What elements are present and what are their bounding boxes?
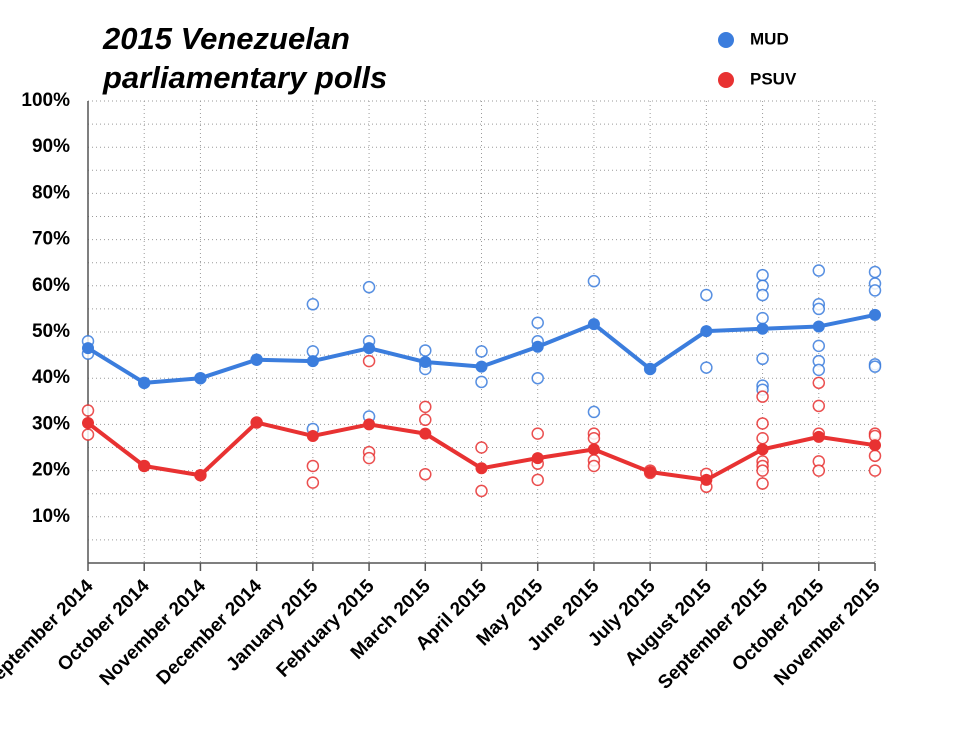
y-tick-label: 30% (32, 413, 70, 434)
poll-point (812, 264, 826, 277)
trend-point (306, 355, 319, 368)
poll-point (756, 417, 769, 430)
trend-point (194, 372, 207, 385)
x-tick-label: February 2015 (273, 575, 379, 681)
trend-point (587, 318, 600, 331)
trend-point (138, 459, 151, 472)
trend-point (869, 439, 881, 452)
y-tick-label: 100% (21, 90, 70, 111)
poll-point (812, 339, 826, 353)
chart-title: 2015 Venezuelan (102, 21, 350, 56)
poll-point (756, 464, 769, 477)
trend-point (419, 356, 432, 369)
poll-point (812, 464, 826, 477)
poll-point (419, 344, 432, 357)
poll-point (419, 413, 432, 427)
trend-point (363, 418, 376, 431)
legend-marker (718, 32, 734, 48)
trend-point (250, 416, 263, 429)
poll-point (81, 404, 95, 417)
trend-point (812, 430, 825, 443)
trend-point (138, 376, 151, 389)
trend-point (250, 353, 263, 366)
y-tick-label: 60% (32, 275, 70, 296)
poll-point (306, 298, 320, 311)
trend-point (756, 443, 769, 456)
poll-point (531, 316, 544, 330)
poll-point (868, 360, 882, 373)
poll-point (362, 280, 376, 294)
poll-point (306, 476, 320, 489)
poll-point (756, 477, 769, 490)
poll-point (868, 284, 882, 297)
trend-point (700, 325, 713, 338)
poll-point (812, 302, 826, 316)
poll-point (868, 265, 882, 279)
x-tick-label: December 2014 (153, 575, 267, 689)
trend-point (194, 469, 207, 482)
trend-point (531, 340, 544, 353)
trend-point (700, 473, 713, 486)
poll-point (419, 400, 432, 414)
poll-point (756, 390, 769, 403)
trend-point (756, 322, 769, 335)
poll-point (475, 484, 488, 498)
poll-point (756, 311, 769, 325)
x-tick-label: November 2015 (770, 575, 884, 689)
poll-point (756, 268, 769, 282)
chart-title: parliamentary polls (102, 60, 387, 95)
poll-point (531, 473, 544, 487)
poll-point (812, 399, 826, 413)
poll-point (81, 428, 95, 441)
trend-point (363, 342, 376, 355)
trend-point (82, 342, 94, 355)
poll-point (587, 459, 601, 473)
trend-point (869, 308, 881, 321)
trend-point (475, 360, 488, 373)
poll-point (587, 274, 601, 288)
trend-point (419, 427, 432, 440)
poll-point (306, 459, 320, 473)
poll-point (475, 441, 488, 454)
y-tick-label: 40% (32, 367, 70, 388)
poll-point (812, 363, 826, 377)
poll-point (868, 449, 882, 463)
poll-point (756, 352, 769, 366)
poll-point (756, 288, 769, 302)
trend-point (475, 462, 488, 475)
legend-marker (718, 72, 734, 88)
y-tick-label: 80% (32, 182, 70, 203)
poll-point (531, 371, 544, 385)
poll-point (362, 354, 376, 368)
poll-point (700, 288, 713, 302)
poll-point (587, 432, 601, 445)
trend-point (531, 452, 544, 465)
poll-point (531, 427, 544, 440)
poll-point (756, 432, 769, 445)
legend-label: PSUV (750, 69, 797, 88)
y-tick-label: 90% (32, 136, 70, 157)
poll-point (587, 405, 601, 419)
y-tick-label: 20% (32, 460, 70, 481)
y-tick-label: 10% (32, 506, 70, 527)
poll-point (812, 376, 826, 390)
trend-point (644, 465, 657, 478)
y-tick-label: 50% (32, 321, 70, 342)
trend-point (82, 417, 94, 430)
trend-point (812, 320, 825, 333)
poll-point (700, 361, 713, 374)
trend-point (306, 429, 319, 442)
poll-point (362, 451, 376, 465)
trend-point (644, 362, 657, 375)
poll-point (475, 375, 488, 389)
poll-point (475, 345, 488, 358)
trend-point (587, 443, 600, 456)
y-tick-label: 70% (32, 229, 70, 250)
poll-point (868, 464, 882, 477)
poll-point (419, 468, 432, 481)
legend-label: MUD (750, 29, 789, 48)
